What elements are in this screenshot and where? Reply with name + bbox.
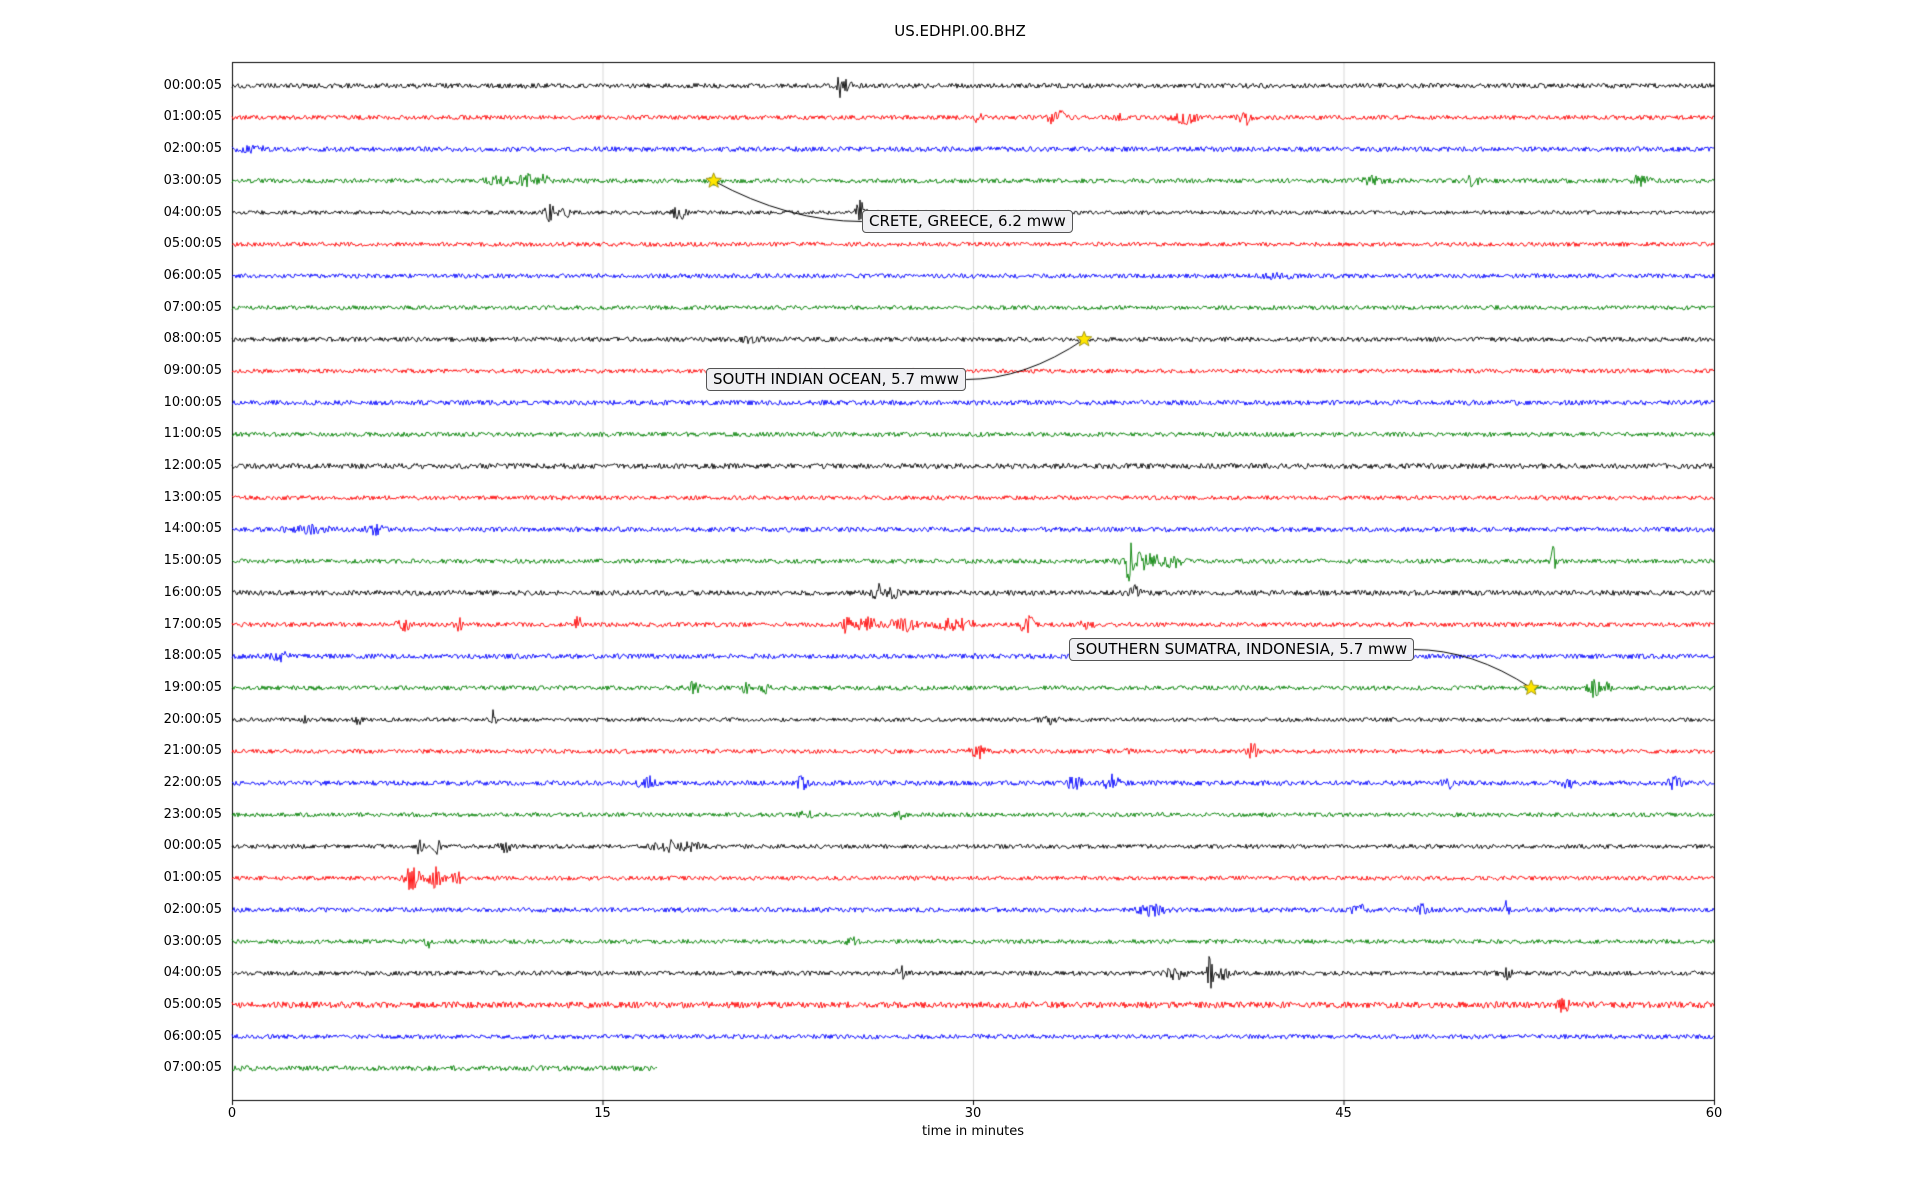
x-tick-label: 45 — [1335, 1106, 1352, 1121]
trace-time-label: 20:00:05 — [163, 711, 222, 727]
trace-time-label: 01:00:05 — [163, 109, 222, 125]
trace-time-label: 11:00:05 — [163, 426, 222, 442]
trace-time-label: 09:00:05 — [163, 363, 222, 379]
trace-time-label: 03:00:05 — [163, 933, 222, 949]
trace-time-label: 18:00:05 — [163, 648, 222, 664]
trace-time-label: 04:00:05 — [163, 204, 222, 220]
trace-time-label: 10:00:05 — [163, 394, 222, 410]
trace-time-label: 12:00:05 — [163, 458, 222, 474]
event-annotation: SOUTHERN SUMATRA, INDONESIA, 5.7 mww — [1069, 638, 1415, 661]
trace-time-label: 08:00:05 — [163, 331, 222, 347]
x-tick-label: 0 — [227, 1106, 237, 1121]
trace-time-label: 06:00:05 — [163, 267, 222, 283]
trace-time-label: 22:00:05 — [163, 775, 222, 791]
trace-time-label: 06:00:05 — [163, 1028, 222, 1044]
trace-time-label: 02:00:05 — [163, 901, 222, 917]
trace-time-label: 14:00:05 — [163, 521, 222, 537]
event-annotation: CRETE, GREECE, 6.2 mww — [862, 210, 1073, 233]
trace-time-label: 02:00:05 — [163, 141, 222, 157]
trace-time-label: 23:00:05 — [163, 806, 222, 822]
x-axis-label: time in minutes — [921, 1124, 1025, 1139]
trace-time-label: 00:00:05 — [163, 838, 222, 854]
trace-time-label: 16:00:05 — [163, 584, 222, 600]
trace-time-label: 05:00:05 — [163, 236, 222, 252]
x-tick-label: 30 — [964, 1106, 982, 1121]
plot-title: US.EDHPI.00.BHZ — [894, 22, 1026, 40]
trace-time-label: 19:00:05 — [163, 679, 222, 695]
trace-time-label: 01:00:05 — [163, 870, 222, 886]
event-annotation: SOUTH INDIAN OCEAN, 5.7 mww — [706, 368, 966, 391]
trace-time-label: 13:00:05 — [163, 489, 222, 505]
trace-time-label: 15:00:05 — [163, 553, 222, 569]
trace-time-label: 03:00:05 — [163, 172, 222, 188]
trace-time-label: 07:00:05 — [163, 299, 222, 315]
trace-time-label: 17:00:05 — [163, 616, 222, 632]
x-tick-label: 60 — [1705, 1106, 1723, 1121]
trace-time-label: 00:00:05 — [163, 77, 222, 93]
trace-time-label: 07:00:05 — [163, 1060, 222, 1076]
trace-time-label: 04:00:05 — [163, 965, 222, 981]
trace-time-label: 21:00:05 — [163, 743, 222, 759]
x-tick-label: 15 — [594, 1106, 611, 1121]
trace-time-label: 05:00:05 — [163, 996, 222, 1012]
